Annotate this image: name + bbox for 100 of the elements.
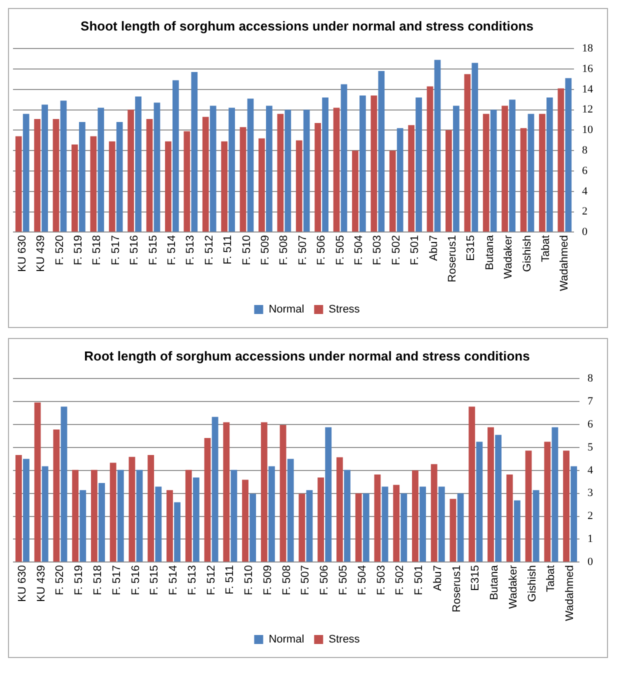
bar [23,458,30,562]
bar [146,118,153,232]
y-tick-label: 0 [588,556,594,568]
y-tick-label: 6 [588,418,594,430]
x-tick-label: F. 502 [390,235,402,266]
bar [344,470,350,562]
bar [240,127,246,232]
y-tick-label: 7 [588,395,594,408]
bar [277,114,284,232]
y-tick-label: 5 [588,441,594,454]
bar [450,498,456,562]
x-tick-label: Butana [488,564,501,600]
bar [98,108,104,232]
x-tick-label: F. 506 [318,565,331,596]
bar [532,490,540,562]
x-tick-label: F. 512 [203,235,216,266]
bar [352,150,358,232]
bar [212,416,218,562]
bar [355,493,362,562]
bar [60,406,68,562]
x-tick-label: F. 505 [337,565,350,596]
x-tick-label: KU 630 [16,235,28,272]
bar [90,470,98,562]
x-tick-label: F. 519 [72,235,84,266]
bar [268,466,275,562]
bar [42,104,48,232]
x-tick-label: KU 439 [35,235,48,272]
y-tick-label: 2 [582,206,588,218]
bar [336,457,343,562]
x-tick-label: F. 511 [222,235,234,264]
x-tick-label: Tabat [540,235,552,262]
bar [242,480,248,562]
x-tick-label: KU 630 [16,565,28,602]
bar [284,110,292,232]
bar [42,466,48,562]
x-tick-label: F. 503 [372,235,384,266]
bar [204,438,211,562]
bar [360,96,366,232]
bar [558,88,564,232]
bar [412,470,418,562]
x-tick-label: F. 520 [54,235,66,266]
bar [318,477,324,562]
bar [110,462,116,562]
bar [184,131,190,232]
x-tick-label: F. 514 [168,565,180,596]
bar [426,86,434,232]
bar [79,122,86,232]
bar [136,470,143,562]
x-tick-label: F. 504 [356,565,368,596]
bar [72,144,78,232]
bar [116,122,123,232]
bar [408,125,414,232]
bar [117,470,124,562]
bar [514,500,520,562]
bar [34,402,41,562]
bar [565,78,572,232]
x-tick-label: F. 510 [243,565,256,596]
bar [247,98,254,232]
bar [488,427,494,562]
bar [393,484,400,562]
x-tick-label: F. 518 [92,565,104,596]
x-tick-label: Wadahmed [564,565,576,621]
y-tick-label: 6 [582,164,588,177]
bar [446,130,452,232]
x-tick-label: F. 504 [352,235,365,266]
x-tick-label: Abu7 [432,565,444,591]
x-tick-label: Wadahmed [558,235,571,291]
bar [468,406,476,562]
bar [90,136,97,232]
bar [506,474,513,562]
x-tick-label: F. 508 [280,565,293,596]
bar [192,477,200,562]
x-tick-label: F. 509 [262,565,274,596]
x-tick-label: F. 512 [205,565,218,596]
bar [221,141,228,232]
bar [416,98,422,232]
x-tick-label: F. 520 [54,565,66,596]
bar [98,483,105,562]
chart-title: Shoot length of sorghum accessions under normal and stress conditions [80,18,534,34]
x-tick-label: F. 507 [296,235,309,266]
y-tick-label: 12 [582,104,593,116]
bar [296,140,302,232]
bar [15,136,22,232]
y-tick-label: 2 [588,510,593,522]
x-tick-label: F. 506 [316,235,328,266]
bar [22,114,30,232]
y-tick-label: 18 [582,42,594,54]
x-tick-label: Gishish [526,565,538,602]
bar [539,114,546,232]
bar [191,72,198,232]
x-tick-label: F. 517 [110,565,123,596]
x-tick-label: F. 501 [409,235,422,266]
bar [53,430,60,562]
x-tick-label: F. 515 [148,565,161,596]
y-tick-label: 1 [588,533,593,546]
bar [228,108,235,232]
bar [472,62,478,232]
bar [60,100,67,232]
x-tick-label: F. 510 [240,235,253,266]
x-tick-label: Wadaker [507,564,520,609]
